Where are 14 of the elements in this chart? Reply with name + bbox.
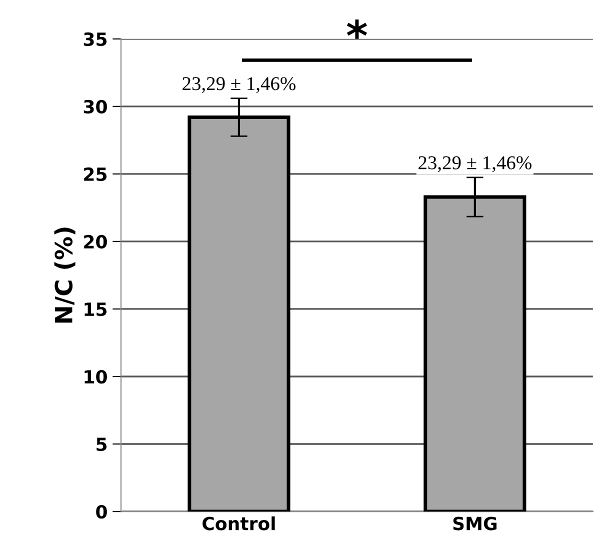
y-tick-label: 20 (84, 234, 107, 249)
y-tick-label: 30 (84, 100, 107, 114)
annotation: 23,29 ± 1,46% (182, 77, 296, 94)
y-tick-label: 5 (96, 438, 107, 452)
y-tick-label: 15 (84, 302, 107, 316)
x-tick-label: Control (202, 516, 275, 530)
y-tick-label: 0 (96, 504, 107, 519)
y-tick-label: 35 (84, 32, 107, 46)
y-tick-label: 25 (84, 167, 107, 182)
annotation: 23,29 ± 1,46% (418, 156, 532, 172)
y-axis-title: N/C (%) (54, 228, 76, 323)
text: * (346, 19, 368, 39)
y-tick-label: 10 (84, 370, 107, 384)
x-tick-label: SMG (453, 516, 496, 530)
